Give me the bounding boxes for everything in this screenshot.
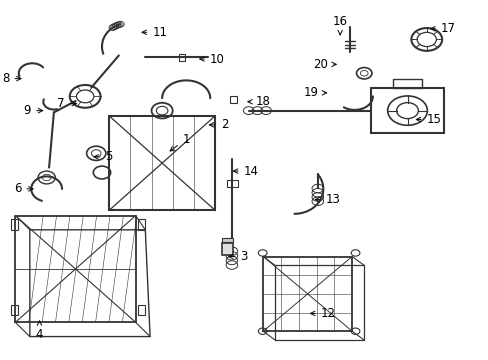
Bar	[222, 243, 232, 255]
Text: 2: 2	[209, 118, 228, 131]
Text: 1: 1	[170, 132, 189, 151]
Bar	[226, 180, 237, 187]
Text: 6: 6	[14, 183, 33, 195]
Bar	[109, 116, 215, 210]
Text: 5: 5	[94, 150, 113, 163]
Bar	[179, 54, 184, 61]
Bar	[371, 88, 443, 133]
Bar	[11, 219, 18, 230]
Bar	[11, 305, 18, 315]
Text: 14: 14	[233, 165, 258, 177]
Text: 8: 8	[2, 72, 21, 85]
Text: 13: 13	[315, 193, 340, 206]
Text: 16: 16	[332, 15, 347, 35]
Text: 9: 9	[23, 104, 42, 117]
Text: 17: 17	[430, 22, 455, 35]
Text: 15: 15	[415, 113, 441, 126]
Bar	[229, 96, 236, 103]
Bar	[138, 305, 145, 315]
Text: 3: 3	[228, 250, 247, 263]
Text: 12: 12	[310, 307, 335, 320]
Bar	[392, 79, 421, 88]
Text: 18: 18	[247, 95, 270, 108]
Text: 10: 10	[200, 53, 224, 66]
Text: 19: 19	[303, 86, 326, 99]
Text: 4: 4	[36, 321, 43, 341]
Text: 11: 11	[142, 26, 167, 39]
Text: 20: 20	[313, 58, 336, 71]
Bar	[138, 219, 145, 230]
Bar	[222, 238, 232, 242]
Text: 7: 7	[57, 97, 76, 110]
